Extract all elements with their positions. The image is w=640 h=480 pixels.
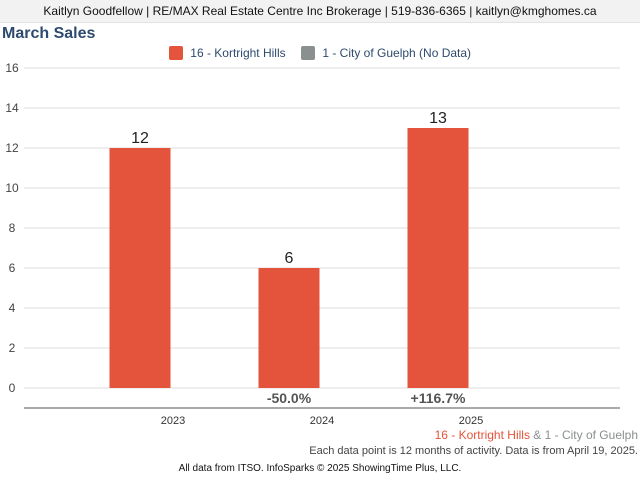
y-tick-label-6: 6 xyxy=(9,261,16,275)
bar-2024 xyxy=(258,268,320,388)
agent-header-bar: Kaitlyn Goodfellow | RE/MAX Real Estate … xyxy=(0,0,640,23)
bar-value-label-2023: 12 xyxy=(131,130,149,147)
y-tick-label-0: 0 xyxy=(9,381,16,395)
legend-label-kortright-hills: 16 - Kortright Hills xyxy=(190,45,286,60)
legend-item-city-of-guelph[interactable]: 1 - City of Guelph (No Data) xyxy=(300,45,472,60)
change-label-2024: -50.0% xyxy=(267,390,312,406)
footnote-area-secondary: 1 - City of Guelph xyxy=(544,428,638,442)
bar-2023 xyxy=(109,148,171,388)
legend-label-city-of-guelph: 1 - City of Guelph (No Data) xyxy=(322,45,472,60)
legend-swatch-city-of-guelph xyxy=(300,45,315,60)
x-tick-label-2023: 2023 xyxy=(161,415,185,427)
bar-2025 xyxy=(407,128,469,388)
x-tick-label-2024: 2024 xyxy=(310,415,334,427)
data-source-credit: All data from ITSO. InfoSparks © 2025 Sh… xyxy=(178,463,462,474)
chart-legend: 16 - Kortright Hills 1 - City of Guelph … xyxy=(0,45,640,60)
data-period-note: Each data point is 12 months of activity… xyxy=(309,445,638,457)
y-tick-label-16: 16 xyxy=(5,61,19,75)
footnote-area-primary: 16 - Kortright Hills xyxy=(434,428,530,442)
y-tick-label-12: 12 xyxy=(5,141,19,155)
y-tick-label-10: 10 xyxy=(5,181,19,195)
chart-title: March Sales xyxy=(2,25,96,42)
y-tick-label-14: 14 xyxy=(5,101,19,115)
y-tick-label-2: 2 xyxy=(9,341,16,355)
change-label-2025: +116.7% xyxy=(411,390,466,406)
x-tick-label-2025: 2025 xyxy=(459,415,483,427)
legend-swatch-kortright-hills xyxy=(168,45,183,60)
footnote-joiner: & xyxy=(529,428,545,442)
y-tick-label-8: 8 xyxy=(9,221,16,235)
y-tick-label-4: 4 xyxy=(9,301,16,315)
bar-value-label-2025: 13 xyxy=(429,110,447,127)
bar-value-label-2024: 6 xyxy=(285,250,294,267)
agent-contact-line: Kaitlyn Goodfellow | RE/MAX Real Estate … xyxy=(43,4,597,18)
area-footnote: 16 - Kortright Hills & 1 - City of Guelp… xyxy=(435,428,638,442)
legend-item-kortright-hills[interactable]: 16 - Kortright Hills xyxy=(168,45,286,60)
